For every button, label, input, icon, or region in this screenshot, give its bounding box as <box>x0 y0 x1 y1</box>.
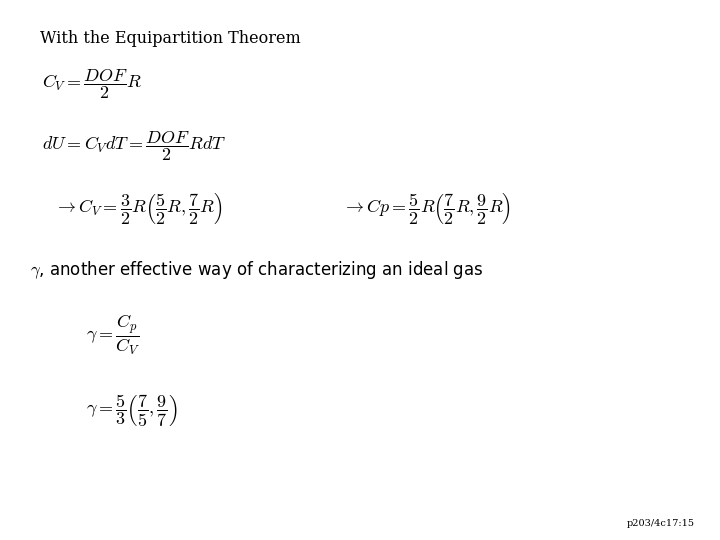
Text: $\gamma = \dfrac{5}{3} \left( \dfrac{7}{5}, \dfrac{9}{7} \right)$: $\gamma = \dfrac{5}{3} \left( \dfrac{7}{… <box>86 393 178 428</box>
Text: $dU = C_V dT = \dfrac{DOF}{2} RdT$: $dU = C_V dT = \dfrac{DOF}{2} RdT$ <box>42 129 226 163</box>
Text: $\gamma = \dfrac{C_p}{C_V}$: $\gamma = \dfrac{C_p}{C_V}$ <box>86 313 140 357</box>
Text: $\rightarrow C_V = \dfrac{3}{2} R \left( \dfrac{5}{2} R, \dfrac{7}{2} R \right)$: $\rightarrow C_V = \dfrac{3}{2} R \left(… <box>54 190 222 226</box>
Text: p203/4c17:15: p203/4c17:15 <box>627 519 695 528</box>
Text: $\rightarrow Cp = \dfrac{5}{2} R \left( \dfrac{7}{2} R, \dfrac{9}{2} R \right)$: $\rightarrow Cp = \dfrac{5}{2} R \left( … <box>342 190 511 226</box>
Text: $\gamma$, another effective way of characterizing an ideal gas: $\gamma$, another effective way of chara… <box>30 259 484 281</box>
Text: With the Equipartition Theorem: With the Equipartition Theorem <box>40 30 300 46</box>
Text: $C_V = \dfrac{DOF}{2} R$: $C_V = \dfrac{DOF}{2} R$ <box>42 67 142 100</box>
